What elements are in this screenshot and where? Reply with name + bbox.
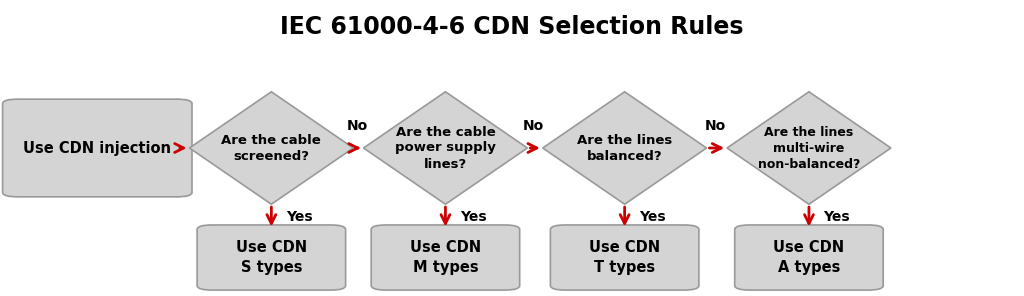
Text: Are the cable
screened?: Are the cable screened? — [221, 133, 322, 163]
FancyBboxPatch shape — [551, 225, 698, 290]
Text: Are the cable
power supply
lines?: Are the cable power supply lines? — [395, 126, 496, 170]
Text: Yes: Yes — [639, 210, 666, 224]
Text: Yes: Yes — [823, 210, 850, 224]
Text: Use CDN
A types: Use CDN A types — [773, 240, 845, 275]
Text: Use CDN injection: Use CDN injection — [24, 141, 171, 155]
FancyBboxPatch shape — [371, 225, 520, 290]
Text: IEC 61000-4-6 CDN Selection Rules: IEC 61000-4-6 CDN Selection Rules — [281, 15, 743, 39]
FancyBboxPatch shape — [197, 225, 346, 290]
Text: Are the lines
balanced?: Are the lines balanced? — [577, 133, 673, 163]
Polygon shape — [727, 92, 891, 204]
Polygon shape — [189, 92, 353, 204]
Text: No: No — [347, 119, 368, 133]
FancyBboxPatch shape — [735, 225, 883, 290]
Text: Use CDN
T types: Use CDN T types — [589, 240, 660, 275]
Polygon shape — [364, 92, 527, 204]
Text: Yes: Yes — [286, 210, 312, 224]
Polygon shape — [543, 92, 707, 204]
Text: Use CDN
M types: Use CDN M types — [410, 240, 481, 275]
Text: No: No — [523, 119, 544, 133]
Text: Use CDN
S types: Use CDN S types — [236, 240, 307, 275]
Text: Are the lines
multi-wire
non-balanced?: Are the lines multi-wire non-balanced? — [758, 126, 860, 170]
FancyBboxPatch shape — [3, 99, 193, 197]
Text: No: No — [706, 119, 726, 133]
Text: Yes: Yes — [460, 210, 486, 224]
